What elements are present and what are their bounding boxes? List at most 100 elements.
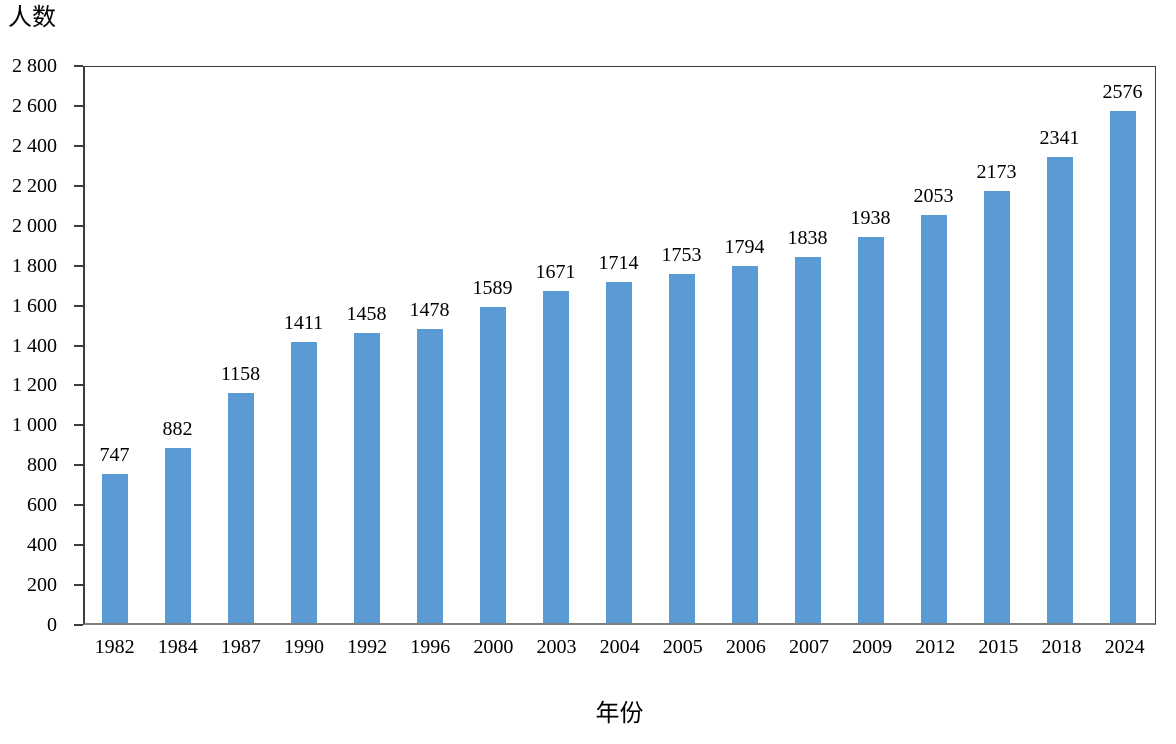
y-tick-mark (74, 384, 83, 387)
y-tick-mark (74, 304, 83, 307)
y-tick-label: 2 600 (12, 94, 57, 117)
y-tick-label: 1 800 (12, 254, 57, 277)
bar-value-label: 1589 (472, 276, 513, 299)
bars-group: 747 882 1158 1411 1458 1478 1589 1671 1714 1753 17… (83, 66, 1154, 623)
bar (857, 237, 884, 623)
bar-value-label: 1794 (724, 236, 765, 259)
x-tick-label: 2005 (662, 636, 703, 658)
bar (605, 282, 632, 623)
y-tick-label: 200 (27, 574, 57, 597)
bar (227, 392, 254, 623)
bar (1109, 110, 1136, 623)
bar (1046, 157, 1073, 623)
bar (794, 257, 821, 623)
bar-slot: 882 (146, 66, 209, 623)
y-tick-mark (74, 184, 83, 187)
bar-value-label: 1458 (346, 302, 387, 325)
bar-slot: 1478 (398, 66, 461, 623)
bar-value-label: 747 (99, 444, 130, 467)
y-axis-title: 人数 (8, 5, 56, 31)
y-axis-tick-marks (74, 65, 83, 626)
bar-value-label: 1158 (220, 362, 261, 385)
bar-slot: 1838 (776, 66, 839, 623)
x-tick-label: 1990 (283, 636, 324, 658)
x-tick-label: 2000 (473, 636, 514, 658)
y-tick-mark (74, 584, 83, 587)
x-tick-label: 2004 (599, 636, 640, 658)
y-tick-mark (74, 544, 83, 547)
bar-slot: 1753 (650, 66, 713, 623)
x-tick-label: 1996 (410, 636, 451, 658)
x-tick-label: 2007 (788, 636, 829, 658)
x-tick-label: 2018 (1041, 636, 1082, 658)
bar-value-label: 1714 (598, 252, 639, 275)
x-tick-label: 2009 (852, 636, 893, 658)
x-tick-label: 1987 (220, 636, 261, 658)
bar-slot: 1938 (839, 66, 902, 623)
bar (164, 447, 191, 623)
x-tick-label: 1984 (157, 636, 198, 658)
bar-value-label: 1938 (850, 207, 891, 230)
x-axis-title: 年份 (595, 701, 644, 727)
y-tick-label: 2 400 (12, 134, 57, 157)
y-tick-mark (74, 504, 83, 507)
bar-value-label: 1838 (787, 227, 828, 250)
bar-slot: 1158 (209, 66, 272, 623)
x-tick-label: 1992 (347, 636, 388, 658)
y-tick-label: 0 (47, 614, 57, 636)
y-tick-label: 1 600 (12, 294, 57, 317)
bar-value-label: 2576 (1102, 80, 1143, 103)
bar (101, 474, 128, 623)
x-tick-label: 1982 (94, 636, 135, 658)
x-tick-label: 2024 (1104, 636, 1145, 658)
bar-slot: 2053 (902, 66, 965, 623)
bar (731, 266, 758, 623)
bar-value-label: 1478 (409, 298, 450, 321)
bar-slot: 2341 (1028, 66, 1091, 623)
bar-value-label: 2053 (913, 184, 954, 207)
y-tick-mark (74, 104, 83, 107)
bar (290, 342, 317, 623)
y-tick-label: 800 (27, 454, 57, 477)
bar-slot: 1714 (587, 66, 650, 623)
y-tick-label: 2 200 (12, 174, 57, 197)
y-tick-label: 400 (27, 534, 57, 557)
x-tick-label: 2006 (725, 636, 766, 658)
y-tick-mark (74, 344, 83, 347)
y-tick-mark (74, 264, 83, 267)
bar (542, 290, 569, 623)
bar-slot: 1458 (335, 66, 398, 623)
bar (920, 214, 947, 623)
x-tick-label: 2015 (978, 636, 1019, 658)
bar (479, 306, 506, 623)
y-tick-label: 1 000 (12, 414, 57, 437)
bar (353, 332, 380, 623)
bar-value-label: 1753 (661, 244, 702, 267)
bar (668, 274, 695, 623)
x-axis-tick-labels: 1982 1984 1987 1990 1992 1996 2000 2003 2004 2005… (83, 633, 1156, 661)
bar-value-label: 1671 (535, 260, 576, 283)
y-tick-label: 600 (27, 494, 57, 517)
y-tick-mark (74, 624, 83, 626)
bar (416, 328, 443, 623)
bar-slot: 1411 (272, 66, 335, 623)
plot-area (83, 66, 1156, 625)
bar-slot: 1671 (524, 66, 587, 623)
y-tick-label: 1 200 (12, 374, 57, 397)
bar-value-label: 2341 (1039, 127, 1080, 150)
y-tick-mark (74, 464, 83, 467)
x-tick-label: 2003 (536, 636, 577, 658)
y-tick-label: 2 000 (12, 214, 57, 237)
bar-value-label: 1411 (283, 312, 324, 335)
y-tick-mark (74, 144, 83, 147)
bar-value-label: 2173 (976, 160, 1017, 183)
y-tick-label: 2 800 (12, 55, 57, 77)
y-tick-label: 1 400 (12, 334, 57, 357)
y-tick-mark (74, 65, 83, 67)
y-axis-tick-labels: 0 200 400 600 800 1 000 1 200 1 400 1 600 1 800 2 … (0, 56, 57, 635)
bar-slot: 2576 (1091, 66, 1154, 623)
bar-slot: 1589 (461, 66, 524, 623)
x-tick-label: 2012 (915, 636, 956, 658)
y-tick-mark (74, 424, 83, 427)
